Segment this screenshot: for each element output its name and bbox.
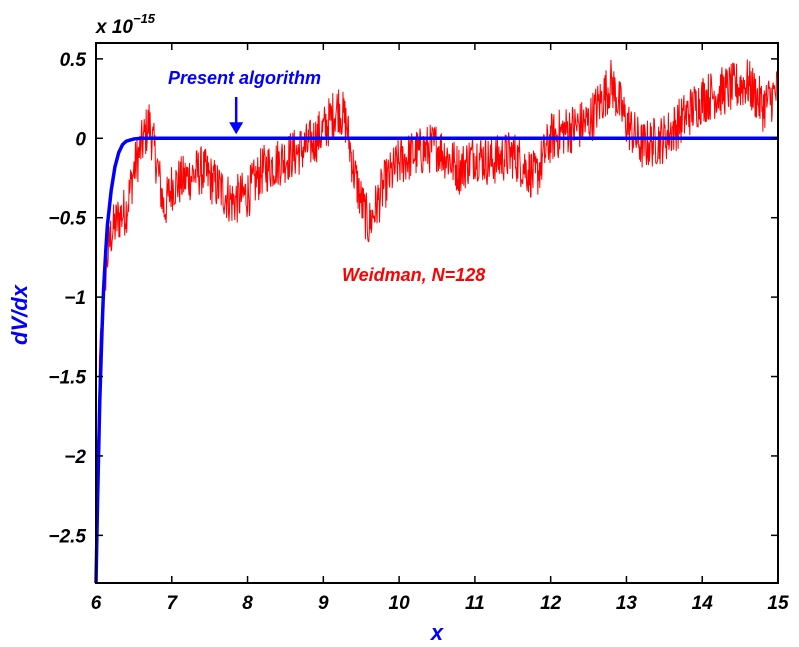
- y-axis-multiplier-exponent: −15: [133, 11, 156, 26]
- y-tick-label: −2.5: [48, 526, 86, 547]
- series-weidman-line: [95, 59, 779, 528]
- x-tick-label: 12: [540, 593, 562, 614]
- x-tick-label: 9: [318, 593, 329, 614]
- y-tick-label: −1.5: [48, 368, 86, 389]
- x-tick-label: 11: [465, 593, 485, 614]
- y-tick-label: −0.5: [48, 209, 86, 230]
- annotation-present-algorithm: Present algorithm: [168, 68, 321, 88]
- y-axis-multiplier-base: x 10: [95, 17, 133, 38]
- y-tick-label: −2: [64, 447, 86, 468]
- y-tick-label: 0.5: [60, 50, 87, 71]
- x-axis-ticks: 6 7 8 9 10 11 12 13 14 15: [91, 43, 789, 614]
- x-axis-label: x: [430, 620, 444, 645]
- x-tick-label: 10: [389, 593, 411, 614]
- annotation-arrow-head: [229, 122, 244, 135]
- x-tick-label: 6: [91, 593, 102, 614]
- y-axis-label: dV/dx: [7, 284, 32, 345]
- y-tick-label: 0: [75, 129, 86, 150]
- annotation-weidman: Weidman, N=128: [342, 265, 485, 285]
- annotation-arrow: [229, 97, 244, 135]
- x-tick-label: 7: [166, 593, 178, 614]
- x-tick-label: 15: [767, 593, 789, 614]
- y-axis-ticks: 0.5 0 −0.5 −1 −1.5 −2 −2.5: [48, 50, 778, 547]
- x-tick-label: 14: [692, 593, 714, 614]
- y-tick-label: −1: [64, 288, 86, 309]
- y-axis-multiplier: x 10−15: [95, 11, 156, 38]
- series-layer: [94, 59, 779, 584]
- series-present-algorithm-line: [94, 136, 778, 584]
- axes-frame: [95, 42, 779, 584]
- x-tick-label: 8: [242, 593, 253, 614]
- x-tick-label: 13: [616, 593, 638, 614]
